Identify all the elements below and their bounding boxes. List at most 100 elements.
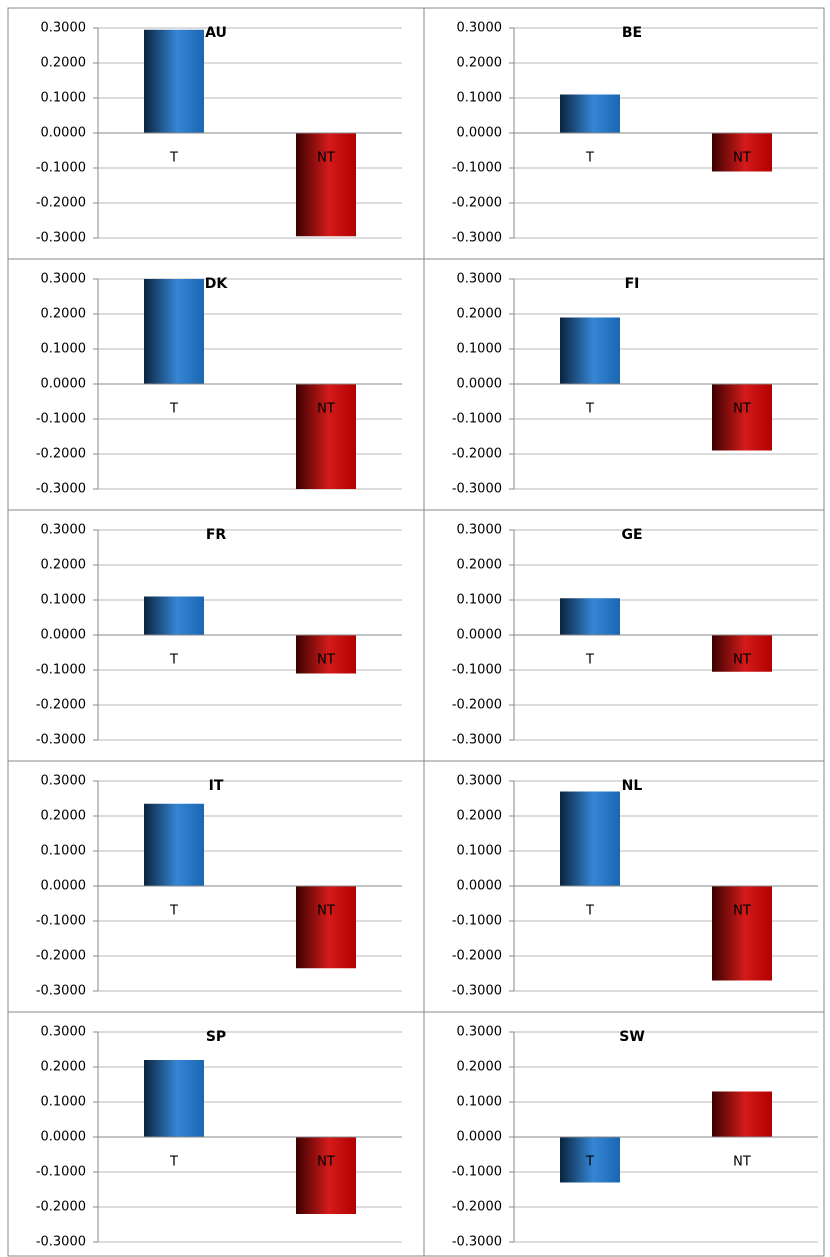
y-tick-label: 0.3000 <box>457 272 503 287</box>
y-tick-label: 0.3000 <box>457 1025 503 1040</box>
chart-title: GE <box>621 527 642 543</box>
y-tick-label: 0.3000 <box>41 774 87 789</box>
y-tick-label: 0.0000 <box>457 879 503 894</box>
x-tick-label: T <box>585 904 594 919</box>
x-tick-label: NT <box>733 151 751 166</box>
bar <box>560 94 620 133</box>
y-tick-label: -0.1000 <box>36 412 86 427</box>
y-tick-label: -0.3000 <box>36 1235 86 1250</box>
y-tick-label: 0.0000 <box>41 1130 87 1145</box>
y-tick-label: -0.3000 <box>36 231 86 246</box>
y-tick-label: -0.2000 <box>36 1200 86 1215</box>
y-tick-label: 0.1000 <box>41 1095 87 1110</box>
y-tick-label: 0.0000 <box>41 377 87 392</box>
x-tick-label: NT <box>733 1155 751 1170</box>
y-tick-label: -0.1000 <box>36 914 86 929</box>
y-tick-label: 0.2000 <box>457 809 503 824</box>
x-tick-label: NT <box>733 904 751 919</box>
bar <box>144 279 204 384</box>
y-tick-label: 0.3000 <box>457 774 503 789</box>
y-tick-label: 0.3000 <box>457 523 503 538</box>
y-tick-label: 0.0000 <box>457 126 503 141</box>
y-tick-label: -0.3000 <box>452 984 502 999</box>
y-tick-label: 0.3000 <box>41 1025 87 1040</box>
x-tick-label: T <box>585 402 594 417</box>
chart-title: IT <box>209 778 224 794</box>
y-tick-label: 0.0000 <box>41 879 87 894</box>
bar <box>296 384 356 489</box>
chart-title: SW <box>619 1029 645 1045</box>
bar <box>144 1060 204 1137</box>
y-tick-label: 0.1000 <box>457 844 503 859</box>
y-tick-label: -0.2000 <box>36 196 86 211</box>
y-tick-label: 0.1000 <box>457 342 503 357</box>
y-tick-label: 0.1000 <box>457 1095 503 1110</box>
y-tick-label: 0.1000 <box>41 844 87 859</box>
bar <box>712 1091 772 1137</box>
bar <box>712 635 772 672</box>
chart-title: BE <box>622 25 642 41</box>
x-tick-label: T <box>585 653 594 668</box>
y-tick-label: 0.2000 <box>457 558 503 573</box>
bar <box>144 596 204 635</box>
bar <box>560 317 620 384</box>
bar <box>560 791 620 886</box>
bar <box>712 384 772 451</box>
x-tick-label: NT <box>317 904 335 919</box>
x-tick-label: T <box>585 1155 594 1170</box>
y-tick-label: 0.1000 <box>41 342 87 357</box>
chart-title: FI <box>625 276 640 292</box>
y-tick-label: -0.2000 <box>452 196 502 211</box>
y-tick-label: -0.1000 <box>36 663 86 678</box>
y-tick-label: 0.0000 <box>457 1130 503 1145</box>
y-tick-label: -0.2000 <box>36 698 86 713</box>
bar <box>712 886 772 981</box>
y-tick-label: 0.2000 <box>41 809 87 824</box>
x-tick-label: T <box>169 653 178 668</box>
y-tick-label: 0.2000 <box>41 56 87 71</box>
x-tick-label: NT <box>317 653 335 668</box>
y-tick-label: 0.1000 <box>457 593 503 608</box>
x-tick-label: T <box>585 151 594 166</box>
bar <box>296 1137 356 1214</box>
y-tick-label: -0.2000 <box>452 949 502 964</box>
y-tick-label: -0.3000 <box>36 733 86 748</box>
chart-title: AU <box>205 25 227 41</box>
bar <box>296 635 356 674</box>
bar <box>296 133 356 237</box>
x-tick-label: NT <box>733 402 751 417</box>
y-tick-label: 0.2000 <box>457 307 503 322</box>
y-tick-label: -0.1000 <box>452 161 502 176</box>
chart-title: FR <box>206 527 227 543</box>
y-tick-label: 0.0000 <box>457 377 503 392</box>
chart-title: NL <box>622 778 643 794</box>
y-tick-label: -0.2000 <box>36 949 86 964</box>
y-tick-label: 0.2000 <box>41 558 87 573</box>
y-tick-label: -0.3000 <box>452 231 502 246</box>
y-tick-label: 0.3000 <box>457 21 503 36</box>
x-tick-label: T <box>169 1155 178 1170</box>
y-tick-label: -0.2000 <box>452 1200 502 1215</box>
y-tick-label: 0.2000 <box>457 56 503 71</box>
y-tick-label: -0.3000 <box>36 482 86 497</box>
y-tick-label: 0.3000 <box>41 272 87 287</box>
x-tick-label: NT <box>317 151 335 166</box>
bar <box>560 598 620 635</box>
y-tick-label: 0.0000 <box>457 628 503 643</box>
y-tick-label: -0.1000 <box>452 1165 502 1180</box>
y-tick-label: -0.1000 <box>452 914 502 929</box>
y-tick-label: 0.3000 <box>41 523 87 538</box>
y-tick-label: -0.3000 <box>452 733 502 748</box>
y-tick-label: 0.1000 <box>41 593 87 608</box>
bar <box>296 886 356 969</box>
y-tick-label: 0.2000 <box>41 307 87 322</box>
y-tick-label: 0.1000 <box>41 91 87 106</box>
chart-title: SP <box>206 1029 226 1045</box>
y-tick-label: 0.1000 <box>457 91 503 106</box>
y-tick-label: 0.2000 <box>41 1060 87 1075</box>
bar <box>144 803 204 886</box>
y-tick-label: 0.2000 <box>457 1060 503 1075</box>
x-tick-label: NT <box>733 653 751 668</box>
y-tick-label: 0.0000 <box>41 628 87 643</box>
